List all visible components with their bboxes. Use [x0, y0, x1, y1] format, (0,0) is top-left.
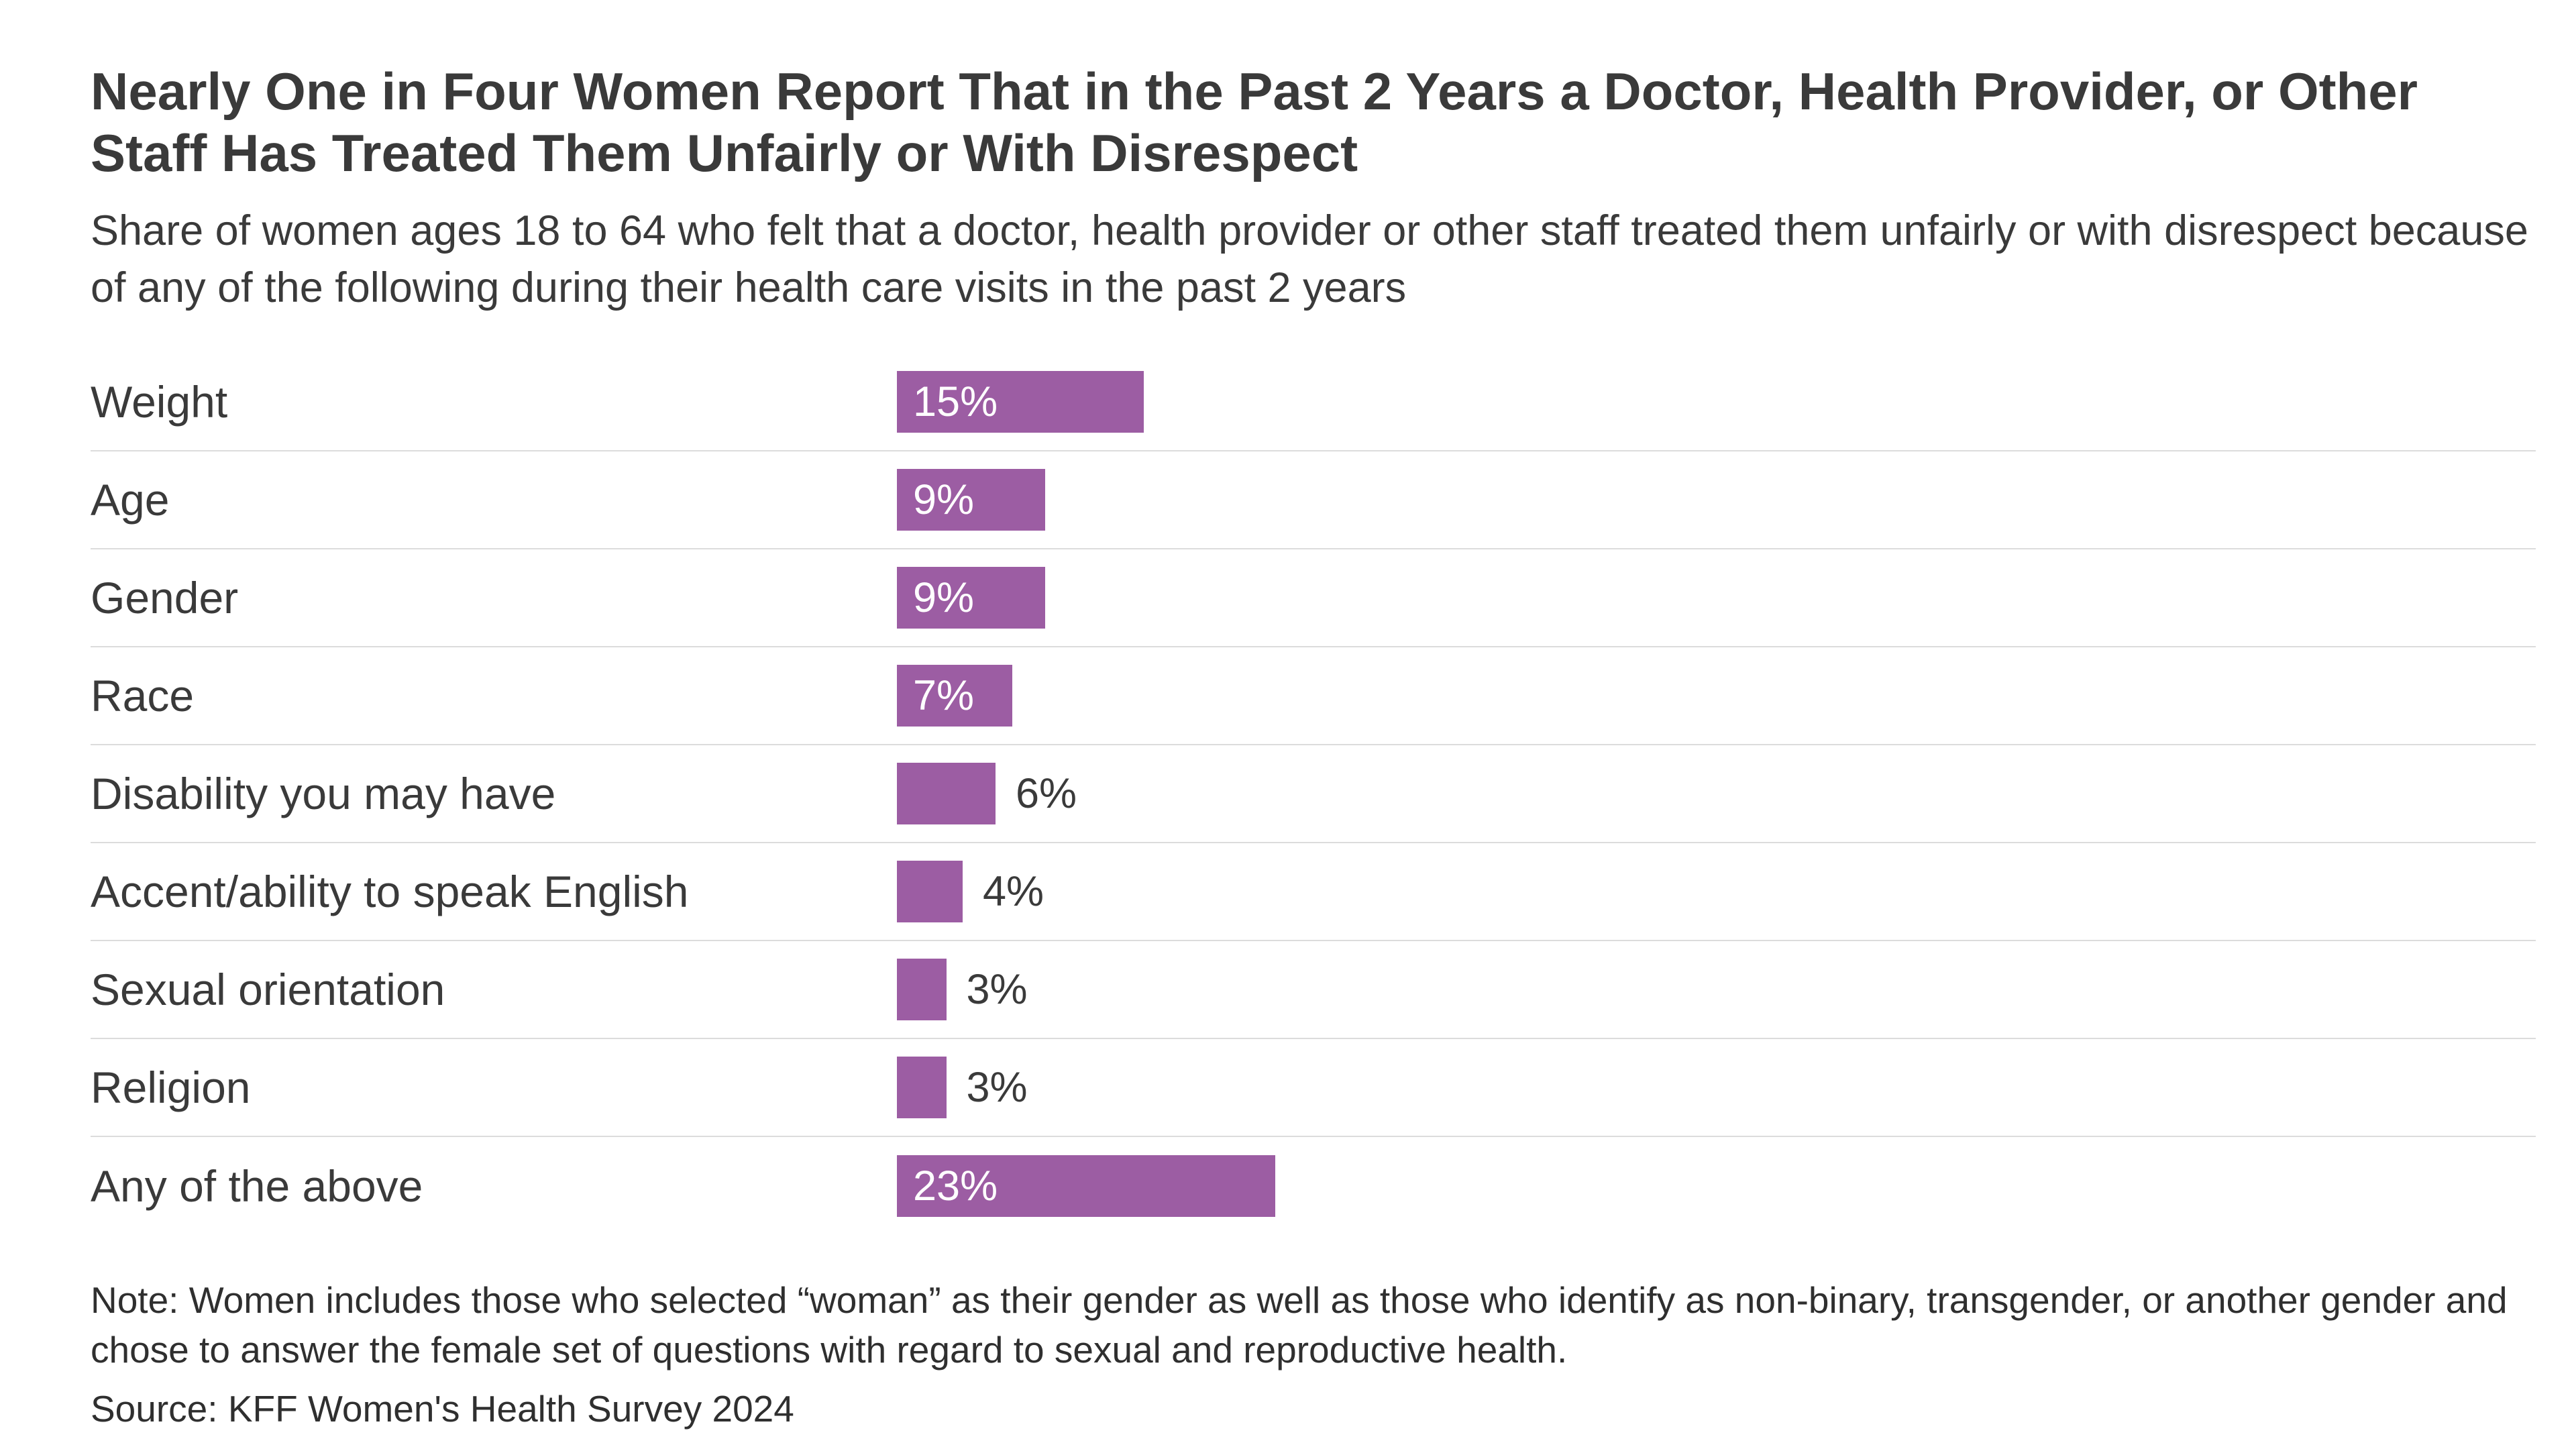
bar-cell: 9% — [897, 451, 2536, 548]
bar-row: Religion 3% — [91, 1039, 2536, 1138]
chart-title: Nearly One in Four Women Report That in … — [91, 62, 2418, 183]
bar: 23% — [897, 1155, 1275, 1218]
bar-category-label: Disability you may have — [91, 769, 556, 819]
bar — [897, 1057, 947, 1119]
bar — [897, 959, 947, 1021]
bar-value: 3% — [966, 1064, 1028, 1112]
bar — [897, 861, 963, 923]
bar-value: 9% — [913, 574, 975, 622]
bar-value: 4% — [983, 868, 1044, 916]
bar: 9% — [897, 567, 1045, 629]
chart-subtitle: Share of women ages 18 to 64 who felt th… — [91, 207, 2528, 312]
bar: 7% — [897, 665, 1012, 727]
bar: 9% — [897, 469, 1045, 531]
bar-row: Disability you may have 6% — [91, 745, 2536, 844]
bar-value: 15% — [913, 378, 998, 426]
bar-category-label: Any of the above — [91, 1161, 423, 1212]
bar-row: Age 9% — [91, 451, 2536, 550]
bar-category-label: Gender — [91, 573, 239, 623]
bar-category-label: Religion — [91, 1063, 251, 1113]
bar-cell: 6% — [897, 745, 2536, 842]
bar-value: 9% — [913, 476, 975, 524]
bar-rows: Weight 15% Age 9% Gender 9% Race 7% Disability y… — [91, 354, 2536, 1235]
bar-row: Accent/ability to speak English 4% — [91, 843, 2536, 942]
bar-cell: 7% — [897, 647, 2536, 744]
bar-category-label: Age — [91, 475, 170, 525]
bar-row: Sexual orientation 3% — [91, 941, 2536, 1040]
bar: 15% — [897, 371, 1144, 433]
bar — [897, 763, 996, 825]
bar-category-label: Sexual orientation — [91, 965, 445, 1015]
chart-source: Source: KFF Women's Health Survey 2024 — [91, 1387, 794, 1430]
bar-category-label: Race — [91, 671, 195, 721]
bar-cell: 9% — [897, 549, 2536, 646]
bar-cell: 23% — [897, 1137, 2536, 1235]
bar-cell: 3% — [897, 1039, 2536, 1136]
bar-category-label: Accent/ability to speak English — [91, 867, 689, 917]
bar-value: 6% — [1016, 770, 1077, 818]
bar-category-label: Weight — [91, 377, 228, 427]
bar-row: Gender 9% — [91, 549, 2536, 648]
bar-row: Any of the above 23% — [91, 1137, 2536, 1235]
chart-note: Note: Women includes those who selected … — [91, 1279, 2508, 1371]
bar-value: 7% — [913, 672, 975, 720]
bar-value: 23% — [913, 1163, 998, 1210]
bar-row: Race 7% — [91, 647, 2536, 746]
bar-row: Weight 15% — [91, 354, 2536, 452]
bar-cell: 4% — [897, 843, 2536, 940]
bar-value: 3% — [966, 966, 1028, 1014]
bar-cell: 3% — [897, 941, 2536, 1038]
bar-cell: 15% — [897, 354, 2536, 450]
